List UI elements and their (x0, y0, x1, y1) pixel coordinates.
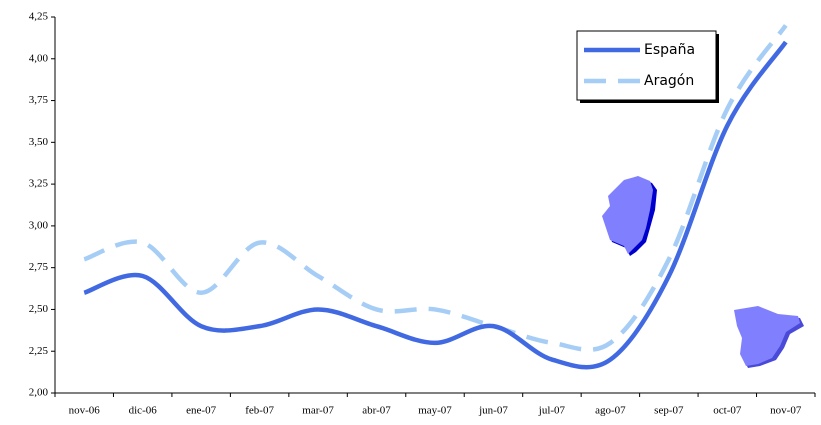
y-tick-label: 4,00 (29, 52, 49, 64)
y-tick-label: 3,25 (29, 178, 49, 190)
x-tick-label: dic-06 (129, 405, 158, 417)
legend (576, 30, 719, 103)
y-tick-label: 2,50 (29, 303, 49, 315)
x-tick-label: jun-07 (478, 405, 508, 417)
x-tick-label: may-07 (418, 405, 452, 417)
x-tick-label: sep-07 (654, 405, 684, 417)
legend-label: España (644, 42, 695, 58)
y-tick-label: 2,00 (29, 387, 49, 399)
y-tick-label: 4,25 (29, 11, 49, 23)
series-line (83, 40, 788, 370)
x-tick-label: oct-07 (713, 405, 742, 417)
x-tick-label: mar-07 (302, 405, 334, 417)
x-tick-label: nov-07 (770, 405, 802, 417)
aragon-map (602, 176, 657, 256)
series-line (83, 24, 788, 352)
x-tick-label: jul-07 (538, 405, 566, 417)
y-tick-label: 2,25 (29, 345, 49, 357)
legend-label: Aragón (644, 73, 694, 89)
x-tick-label: ago-07 (595, 405, 626, 417)
x-tick-label: feb-07 (245, 405, 274, 417)
y-tick-label: 2,75 (29, 261, 49, 273)
x-tick-label: nov-06 (69, 405, 101, 417)
y-tick-label: 3,00 (29, 219, 49, 231)
spain-map (734, 306, 804, 368)
y-tick-label: 3,50 (29, 136, 49, 148)
x-tick-label: ene-07 (186, 405, 216, 417)
x-tick-label: abr-07 (362, 405, 391, 417)
y-tick-label: 3,75 (29, 94, 49, 106)
